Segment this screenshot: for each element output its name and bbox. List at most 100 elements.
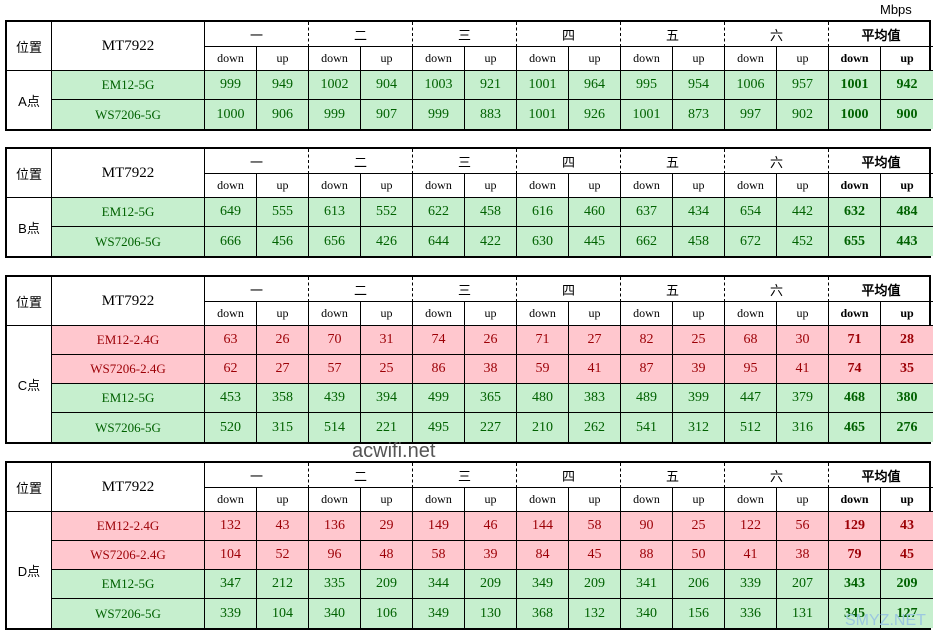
value-cell: 71 <box>829 326 881 355</box>
value-cell: 1000 <box>829 100 881 129</box>
row-name: EM12-5G <box>52 384 205 413</box>
value-cell: 999 <box>205 71 257 100</box>
value-cell: 262 <box>569 413 621 442</box>
value-cell: 340 <box>621 599 673 628</box>
value-cell: 38 <box>777 541 829 570</box>
value-cell: 495 <box>413 413 465 442</box>
value-cell: 131 <box>777 599 829 628</box>
row-name: WS7206-5G <box>52 599 205 628</box>
value-cell: 26 <box>465 326 517 355</box>
group-header: 六 <box>725 22 829 47</box>
value-cell: 50 <box>673 541 725 570</box>
device-header: MT7922 <box>52 277 205 326</box>
sub-header: down <box>621 302 673 326</box>
group-header: 五 <box>621 22 725 47</box>
value-cell: 344 <box>413 570 465 599</box>
value-cell: 906 <box>257 100 309 129</box>
sub-header: up <box>569 47 621 71</box>
value-cell: 48 <box>361 541 413 570</box>
value-cell: 106 <box>361 599 413 628</box>
row-name: WS7206-5G <box>52 413 205 442</box>
value-cell: 340 <box>309 599 361 628</box>
value-cell: 480 <box>517 384 569 413</box>
value-cell: 122 <box>725 512 777 541</box>
sub-header: up <box>777 174 829 198</box>
sub-header: up <box>673 302 725 326</box>
value-cell: 630 <box>517 227 569 256</box>
value-cell: 43 <box>257 512 309 541</box>
value-cell: 999 <box>309 100 361 129</box>
value-cell: 88 <box>621 541 673 570</box>
sub-header: up <box>361 488 413 512</box>
value-cell: 62 <box>205 355 257 384</box>
value-cell: 28 <box>881 326 933 355</box>
sub-header: up <box>465 47 517 71</box>
value-cell: 41 <box>569 355 621 384</box>
group-header: 三 <box>413 149 517 174</box>
value-cell: 349 <box>517 570 569 599</box>
group-header: 一 <box>205 149 309 174</box>
value-cell: 29 <box>361 512 413 541</box>
watermark: acwifi.net <box>352 440 436 462</box>
sub-header: down <box>621 174 673 198</box>
device-header: MT7922 <box>52 149 205 198</box>
value-cell: 1001 <box>517 71 569 100</box>
group-header: 三 <box>413 22 517 47</box>
group-header: 五 <box>621 463 725 488</box>
group-header: 平均值 <box>829 277 933 302</box>
value-cell: 212 <box>257 570 309 599</box>
value-cell: 902 <box>777 100 829 129</box>
sub-header: down <box>829 488 881 512</box>
value-cell: 442 <box>777 198 829 227</box>
table: 位置 D点 MT7922 一二三四五六平均值 down up down up down up dow… <box>5 461 933 630</box>
sub-header: up <box>673 47 725 71</box>
position-header: 位置 <box>7 149 52 198</box>
value-cell: 957 <box>777 71 829 100</box>
unit: Mbps <box>880 2 912 17</box>
sub-header: up <box>673 488 725 512</box>
value-cell: 394 <box>361 384 413 413</box>
sub-header: up <box>361 47 413 71</box>
value-cell: 1002 <box>309 71 361 100</box>
group-header: 五 <box>621 277 725 302</box>
value-cell: 82 <box>621 326 673 355</box>
sub-header: up <box>569 174 621 198</box>
sub-header: up <box>465 488 517 512</box>
sub-header: down <box>517 302 569 326</box>
group-header: 平均值 <box>829 22 933 47</box>
sub-header: up <box>881 488 933 512</box>
sub-header: down <box>309 488 361 512</box>
sub-header: down <box>309 302 361 326</box>
sub-header: up <box>361 302 413 326</box>
value-cell: 129 <box>829 512 881 541</box>
group-header: 六 <box>725 463 829 488</box>
value-cell: 1003 <box>413 71 465 100</box>
sub-header: down <box>621 47 673 71</box>
value-cell: 71 <box>517 326 569 355</box>
value-cell: 484 <box>881 198 933 227</box>
sub-header: up <box>465 174 517 198</box>
sub-header: down <box>413 488 465 512</box>
value-cell: 45 <box>569 541 621 570</box>
value-cell: 87 <box>621 355 673 384</box>
value-cell: 207 <box>777 570 829 599</box>
value-cell: 132 <box>569 599 621 628</box>
value-cell: 343 <box>829 570 881 599</box>
value-cell: 210 <box>517 413 569 442</box>
sub-header: up <box>673 174 725 198</box>
row-name: EM12-5G <box>52 71 205 100</box>
value-cell: 46 <box>465 512 517 541</box>
sub-header: up <box>465 302 517 326</box>
group-header: 四 <box>517 463 621 488</box>
sub-header: down <box>517 47 569 71</box>
value-cell: 358 <box>257 384 309 413</box>
value-cell: 379 <box>777 384 829 413</box>
sub-header: up <box>777 47 829 71</box>
value-cell: 954 <box>673 71 725 100</box>
value-cell: 209 <box>569 570 621 599</box>
sub-header: up <box>569 302 621 326</box>
position-header: 位置 <box>7 22 52 71</box>
value-cell: 434 <box>673 198 725 227</box>
watermark: SMYZ.NET <box>845 612 926 629</box>
